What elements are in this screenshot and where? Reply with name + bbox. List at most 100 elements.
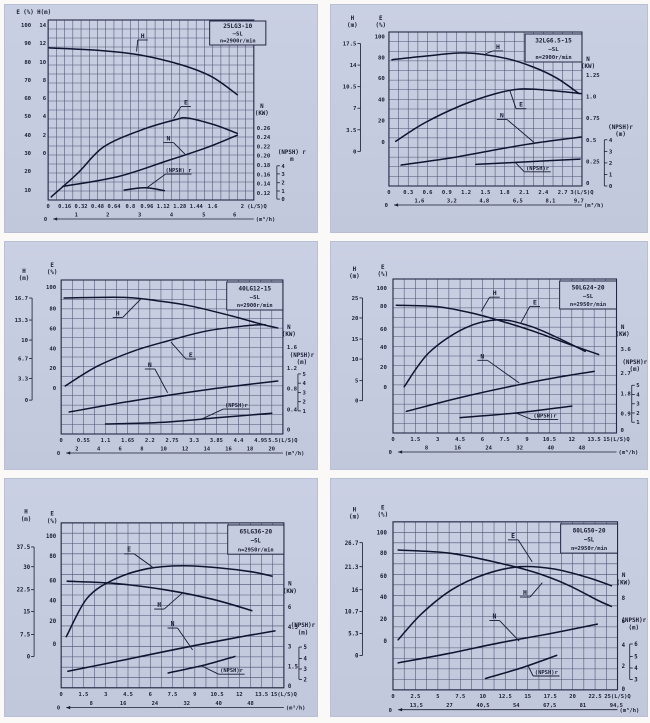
curve-label-N: N [496, 112, 535, 143]
svg-text:N: N [288, 580, 292, 587]
curve-NPSH [484, 654, 558, 680]
curve-N [67, 630, 276, 673]
svg-text:0: 0 [389, 708, 392, 714]
curve-N [68, 380, 279, 413]
curve-label-N: N [489, 612, 520, 642]
curve-label-E: E [509, 89, 527, 110]
svg-text:0: 0 [53, 386, 57, 392]
svg-text:1.44: 1.44 [190, 204, 203, 210]
svg-text:0.3: 0.3 [403, 190, 413, 196]
svg-text:100: 100 [46, 534, 57, 540]
svg-text:10: 10 [480, 694, 487, 700]
pump-chart-panel-50LG24-20: H (m) 25 20 15 10 5 0 E (%) 100 80 60 40 20 0 N (KW) 3.6 2.… [330, 241, 648, 470]
svg-text:E: E [189, 351, 193, 359]
svg-text:1.12: 1.12 [157, 204, 170, 210]
pump-chart-panel-80LG50-20: H (m) 26.7 21.3 16 10.7 5.3 0 E (%) 100 80 60 40 20 0 N(… [330, 478, 648, 717]
svg-text:90: 90 [24, 41, 31, 47]
curve-E [403, 319, 586, 388]
svg-text:12: 12 [236, 692, 243, 698]
curve-NPSH [123, 187, 166, 192]
svg-text:2.7: 2.7 [558, 190, 568, 196]
axis-E-left: E(%) 100 80 60 40 20 0 [46, 510, 57, 648]
x-axis-ls: 0 1.5 3 4.5 6 7.5 9 10.5 12 13.5 15(L/S)Q [60, 692, 298, 698]
svg-text:(m³/h): (m³/h) [285, 450, 305, 457]
svg-text:3: 3 [303, 667, 307, 673]
svg-text:0.20: 0.20 [257, 154, 271, 160]
svg-text:60: 60 [378, 76, 385, 82]
curve-label-N: N [163, 135, 186, 155]
svg-text:(m³/h): (m³/h) [286, 705, 306, 712]
pump-chart-panel-40LG12-15: H (m) 16.7 13.3 10 6.7 3.3 0 E (%) 100 80 60 40 20 0 N (K… [4, 241, 318, 470]
pump-speed-label: n=2900r/min [220, 39, 256, 45]
svg-text:1.2: 1.2 [287, 366, 297, 372]
svg-text:0: 0 [60, 692, 63, 698]
svg-text:1: 1 [302, 409, 306, 415]
svg-text:0.32: 0.32 [75, 204, 88, 210]
svg-text:10.7: 10.7 [345, 610, 359, 616]
svg-text:10.5: 10.5 [543, 437, 556, 443]
svg-text:100: 100 [46, 285, 57, 291]
svg-text:0: 0 [609, 184, 613, 190]
pump-chart-panel-32LG6.5-15: H (m) 17.5 14 10.5 7 3.5 0 E (%) 100 80 60 40 20 0 N (KW)… [330, 4, 648, 233]
svg-text:5: 5 [436, 694, 439, 700]
svg-text:3: 3 [288, 645, 292, 651]
curve-label-NPSH: (NPSH)r [515, 412, 559, 421]
svg-text:1.5: 1.5 [288, 664, 299, 670]
svg-text:0: 0 [389, 450, 392, 456]
svg-text:E: E [533, 298, 537, 306]
svg-text:5: 5 [202, 213, 205, 219]
svg-text:2: 2 [302, 400, 305, 406]
svg-text:0.22: 0.22 [257, 145, 271, 151]
axis-H-left: H(m) 17.5 14 10.5 7 3.5 0 [343, 16, 361, 155]
svg-text:H: H [141, 32, 145, 40]
svg-text:(%): (%) [378, 272, 389, 278]
svg-text:20: 20 [49, 366, 56, 372]
axis-(NPSH)r-right: (NPSH) rm4 3 2 1 0 [276, 150, 306, 203]
pump-speed-label: n=2900r/min [237, 303, 273, 309]
svg-text:(NPSH)r: (NPSH)r [535, 670, 559, 676]
curve-N [405, 370, 595, 413]
svg-text:1.2: 1.2 [461, 190, 471, 196]
svg-text:N: N [622, 572, 626, 579]
svg-text:17.5: 17.5 [544, 694, 557, 700]
svg-text:1.5: 1.5 [410, 437, 420, 443]
pump-speed-label: n=2950r/min [570, 302, 606, 308]
svg-text:5: 5 [303, 645, 307, 651]
svg-text:4.5: 4.5 [455, 437, 465, 443]
curve-N [400, 136, 582, 166]
title-box: 25LG3-10—SL n=2900r/min [209, 20, 267, 46]
svg-text:40: 40 [24, 133, 31, 139]
svg-text:4: 4 [609, 138, 613, 144]
svg-text:2: 2 [609, 161, 612, 167]
svg-text:3.3: 3.3 [189, 438, 199, 444]
svg-text:14: 14 [204, 447, 211, 453]
svg-text:80: 80 [380, 304, 387, 310]
svg-text:13.5: 13.5 [588, 437, 601, 443]
svg-text:H: H [157, 601, 161, 609]
svg-text:5: 5 [355, 379, 358, 385]
svg-text:3.3: 3.3 [18, 377, 28, 383]
svg-text:0.55: 0.55 [77, 438, 90, 444]
svg-text:8: 8 [425, 446, 428, 452]
svg-text:6: 6 [288, 605, 292, 611]
svg-text:0: 0 [622, 687, 626, 693]
svg-text:H: H [523, 589, 527, 597]
curve-label-NPSH: (NPSH) r [146, 168, 192, 189]
x-axis-m3h: 0 8 16 24 32 40 48 (m³/h) [389, 446, 639, 456]
svg-text:21.3: 21.3 [345, 565, 359, 571]
curve-N [397, 623, 599, 664]
svg-text:H: H [353, 506, 357, 513]
svg-text:(%): (%) [375, 23, 386, 29]
svg-text:48: 48 [247, 701, 254, 707]
svg-text:7.5: 7.5 [455, 694, 465, 700]
svg-text:16: 16 [454, 446, 461, 452]
svg-text:100: 100 [21, 23, 32, 29]
svg-text:3(L/S)Q: 3(L/S)Q [570, 190, 594, 196]
pump-variant-label: —SL [250, 295, 261, 301]
svg-text:3: 3 [104, 692, 107, 698]
svg-text:(m): (m) [21, 516, 31, 523]
svg-text:(m³/h): (m³/h) [619, 449, 639, 456]
pump-curve-chart-50LG24-20: H(m)2520151050E(%)100806040200N(KW)3.62.… [349, 265, 648, 456]
svg-text:12: 12 [568, 437, 575, 443]
svg-text:10: 10 [352, 357, 359, 363]
